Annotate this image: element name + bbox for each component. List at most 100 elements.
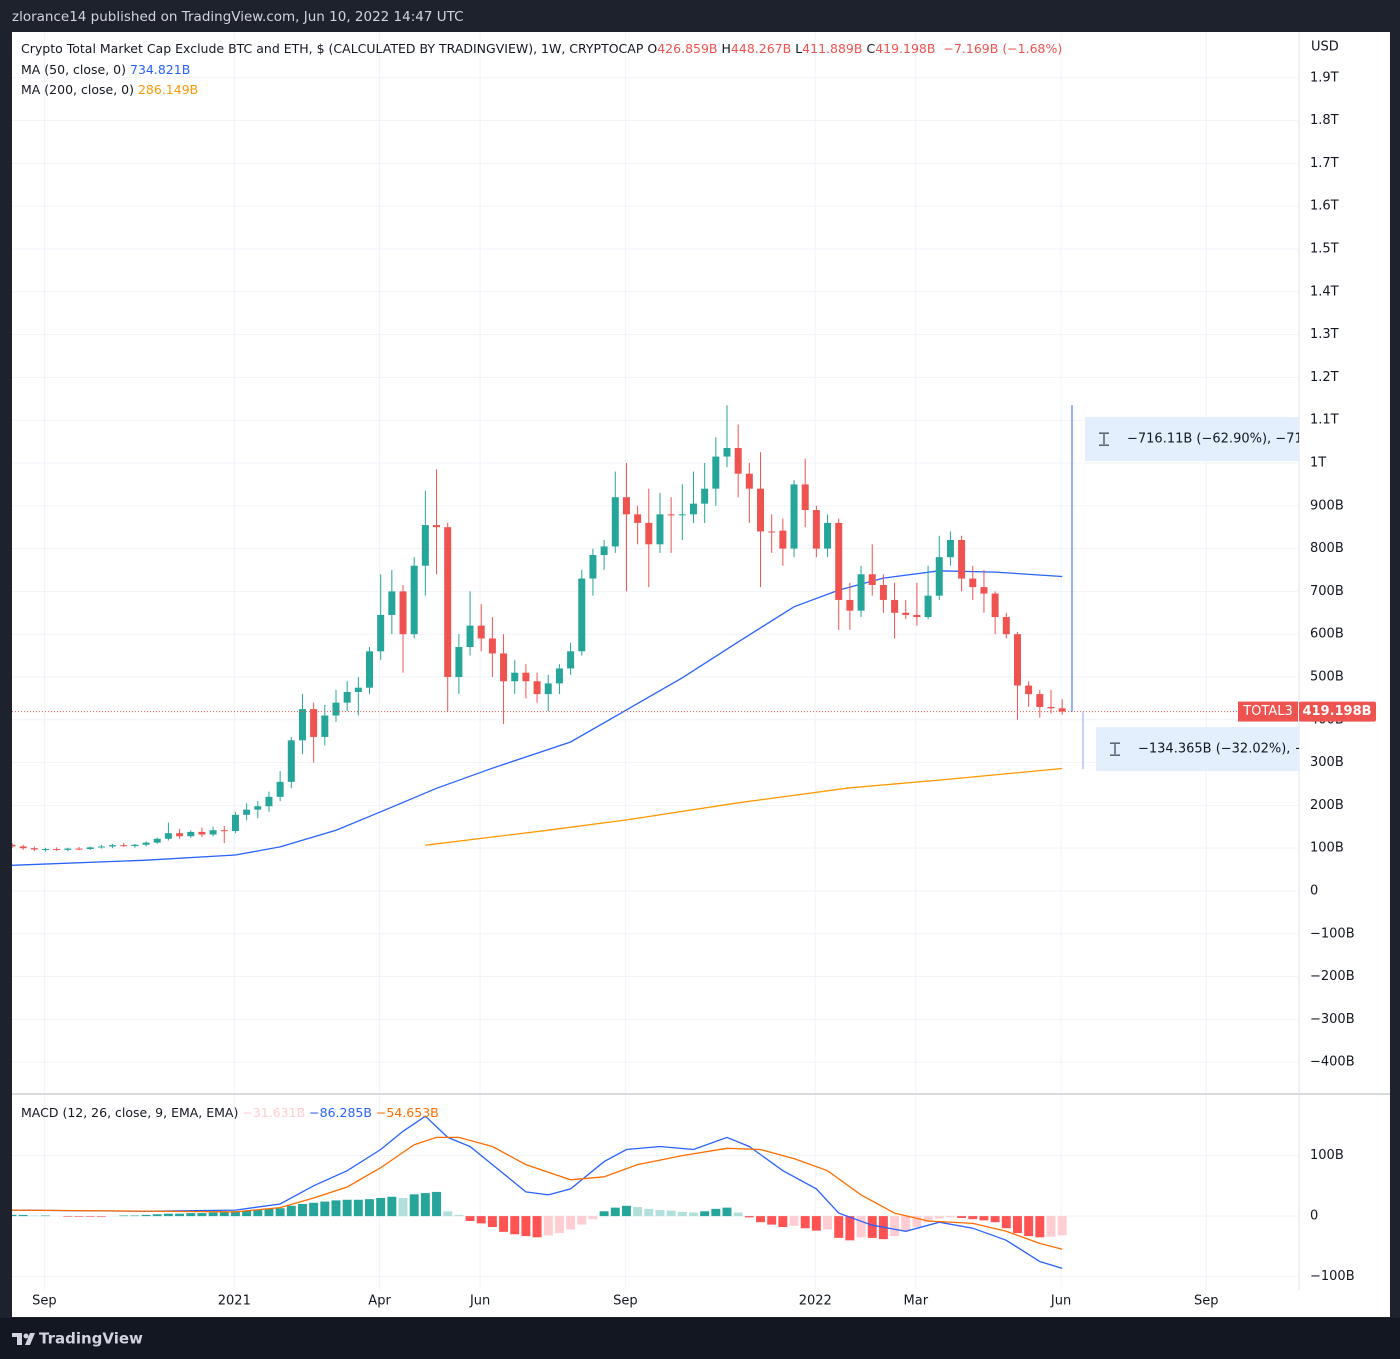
candle-body (522, 672, 530, 682)
candle-body (354, 687, 362, 692)
candle-body (578, 578, 586, 652)
y-tick-label: 1.7T (1310, 156, 1339, 171)
legend-title: Crypto Total Market Cap Exclude BTC and … (21, 41, 644, 56)
y-tick-label: 1.1T (1310, 413, 1339, 428)
candle-body (634, 514, 642, 523)
candle-body (1058, 708, 1066, 712)
histogram-bar (644, 1208, 654, 1217)
candle-body (198, 831, 206, 835)
candle-body (332, 702, 340, 716)
histogram-bar (633, 1207, 643, 1217)
candle-body (857, 574, 865, 611)
y-tick-label: 1.8T (1310, 113, 1339, 128)
candle-body (846, 599, 854, 611)
logo (12, 1333, 35, 1345)
candle-body (131, 844, 139, 847)
candle-body (645, 522, 653, 545)
candle-body (220, 830, 228, 832)
candle-body (533, 681, 541, 695)
histogram-bar (1013, 1216, 1022, 1234)
legend-value: 286.149B (137, 82, 199, 97)
histogram-bar (275, 1208, 285, 1217)
candle-body (176, 833, 184, 837)
histogram-bar (454, 1214, 464, 1217)
histogram-bar (856, 1216, 866, 1238)
histogram-bar (365, 1199, 374, 1217)
histogram-bar (834, 1216, 844, 1238)
histogram-bar (722, 1207, 732, 1217)
histogram-bar (744, 1216, 754, 1218)
y-tick-label: 0 (1310, 1209, 1318, 1224)
legend-name: MA (50, close, 0) (21, 62, 127, 77)
price-tag (1238, 701, 1298, 722)
histogram-bar (443, 1211, 453, 1217)
histogram-bar (85, 1216, 95, 1217)
candle-body (42, 849, 50, 851)
y-tick-label: 100B (1310, 1148, 1344, 1163)
ohlc-key: H (721, 41, 731, 56)
candle-body (343, 691, 351, 703)
histogram-bar (253, 1210, 263, 1217)
histogram-bar (521, 1216, 531, 1237)
legend-value: −54.653B (375, 1105, 439, 1120)
candle-body (868, 574, 876, 585)
histogram-bar (677, 1211, 687, 1217)
legend-title: MACD (12, 26, close, 9, EMA, EMA) (21, 1105, 239, 1120)
x-tick-label: Sep (613, 1294, 638, 1309)
candle-body (611, 497, 619, 547)
y-tick-label: −400B (1310, 1055, 1355, 1070)
candle-body (53, 849, 61, 851)
histogram-bar (655, 1210, 665, 1217)
legend-value: −31.631B (242, 1105, 306, 1120)
x-tick-label: Sep (32, 1294, 57, 1309)
candle-body (1036, 694, 1044, 707)
histogram-bar (934, 1216, 944, 1219)
x-tick-label: Jun (1050, 1294, 1071, 1309)
histogram-bar (41, 1215, 50, 1217)
candle-body (622, 497, 630, 515)
legend-macd: MACD (12, 26, close, 9, EMA, EMA) −31.631… (21, 1105, 443, 1120)
histogram-bar (733, 1212, 743, 1217)
histogram-bar (800, 1216, 810, 1229)
histogram-bar (12, 1214, 17, 1217)
candle-body (678, 514, 686, 516)
histogram-bar (74, 1216, 84, 1217)
candle-body (969, 578, 977, 588)
macd-line (12, 1115, 1063, 1270)
chart-area (12, 32, 1390, 1317)
histogram-bar (175, 1213, 185, 1217)
histogram-bar (320, 1201, 330, 1217)
y-tick-label: 700B (1310, 584, 1344, 599)
candle-body (444, 527, 452, 677)
candle-body (757, 488, 765, 532)
candle-body (1013, 634, 1021, 686)
candle-body (120, 845, 128, 847)
histogram-bar (588, 1216, 598, 1220)
candle-body (399, 591, 407, 635)
histogram-bar (387, 1196, 397, 1217)
histogram-bar (666, 1210, 676, 1217)
histogram-bar (208, 1212, 218, 1217)
y-tick-label: 1.6T (1310, 199, 1339, 214)
candle-body (567, 651, 575, 669)
x-tick-label: 2021 (218, 1294, 251, 1309)
candle-body (745, 473, 753, 489)
candle-body (600, 546, 608, 556)
histogram-bar (1057, 1216, 1067, 1236)
candle-body (544, 683, 552, 695)
histogram-bar (577, 1216, 587, 1225)
pane (12, 1095, 1299, 1290)
candle-body (891, 599, 899, 613)
candle-body (287, 740, 295, 782)
y-tick-label: −200B (1310, 969, 1355, 984)
histogram-bar (1001, 1216, 1011, 1229)
candle-body (790, 484, 798, 549)
x-tick-label: Jun (469, 1294, 490, 1309)
candle-body (768, 531, 776, 533)
candle-body (254, 806, 262, 810)
histogram-bar (465, 1216, 475, 1221)
histogram-bar (420, 1193, 430, 1217)
y-tick-label: 500B (1310, 669, 1344, 684)
histogram-bar (331, 1200, 341, 1217)
histogram-bar (543, 1216, 553, 1236)
